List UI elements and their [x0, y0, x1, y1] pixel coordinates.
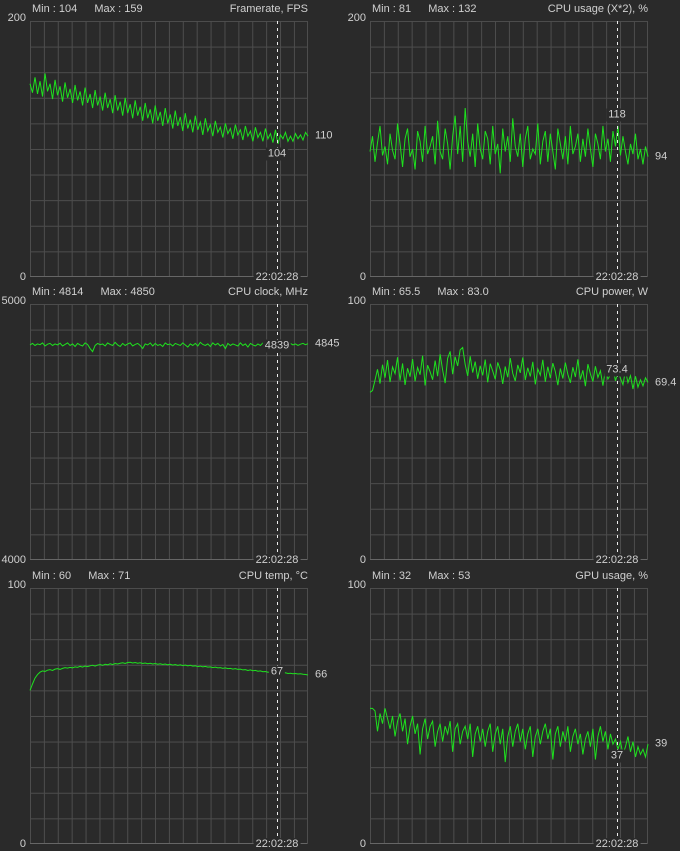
- y-axis-max-label: 5000: [1, 295, 26, 308]
- cursor-value-label: 37: [608, 749, 626, 763]
- y-axis-min-label: 0: [19, 271, 26, 283]
- plot-area: 37 39 0 22:02:28: [360, 587, 667, 851]
- cursor-value-label: 118: [606, 108, 628, 122]
- y-axis-max-label: 200: [347, 12, 366, 24]
- line-series: [369, 108, 649, 174]
- current-value-label: 69.4: [655, 376, 677, 389]
- plot-area: 4839 4845 4000 22:02:28: [2, 304, 339, 568]
- chart-header: Min : 81 Max : 132 CPU usage (X*2), %: [372, 3, 648, 16]
- chart-header: Min : 32 Max : 53 GPU usage, %: [372, 570, 648, 583]
- cursor-value-label: 67: [268, 665, 286, 679]
- min-stat: Min : 81: [372, 3, 412, 15]
- chart-title: Framerate, FPS: [229, 3, 308, 15]
- time-cursor-line: [617, 587, 618, 844]
- y-axis-max-label: 100: [347, 295, 366, 308]
- chart-gpu-usage: Min : 32 Max : 53 GPU usage, % 100 37 39…: [340, 567, 680, 851]
- min-stat: Min : 104: [32, 3, 78, 15]
- chart-header: Min : 60 Max : 71 CPU temp, °C: [32, 570, 308, 583]
- cursor-timestamp: 22:02:28: [253, 554, 301, 568]
- cursor-value-label: 104: [265, 147, 289, 161]
- current-value-label: 66: [315, 668, 328, 681]
- y-axis-max-label: 100: [7, 578, 26, 591]
- min-stat: Min : 32: [372, 569, 412, 582]
- cursor-timestamp: 22:02:28: [253, 837, 301, 851]
- chart-title: CPU temp, °C: [238, 569, 308, 582]
- current-value-label: 39: [655, 737, 668, 750]
- chart-framerate: Min : 104 Max : 159 Framerate, FPS 200 1…: [0, 0, 340, 284]
- current-value-label: 110: [315, 129, 333, 142]
- time-cursor-line: [277, 587, 278, 844]
- y-axis-min-label: 4000: [1, 554, 26, 567]
- plot-area: 104 110 0 22:02:28: [20, 21, 333, 284]
- max-stat: Max : 132: [428, 3, 477, 15]
- cursor-value-label: 4839: [262, 339, 292, 353]
- chart-cpu-clock: Min : 4814 Max : 4850 CPU clock, MHz 500…: [0, 283, 340, 568]
- y-axis-min-label: 0: [359, 837, 366, 850]
- min-stat: Min : 60: [32, 569, 72, 582]
- min-stat: Min : 4814: [32, 286, 84, 299]
- max-stat: Max : 71: [88, 569, 131, 582]
- current-value-label: 94: [655, 150, 668, 163]
- chart-title: CPU power, W: [575, 286, 648, 299]
- plot-area: 67 66 0 22:02:28: [20, 587, 327, 851]
- cursor-timestamp: 22:02:28: [593, 837, 641, 851]
- max-stat: Max : 159: [94, 3, 143, 15]
- line-series: [369, 346, 649, 394]
- time-cursor-line: [617, 21, 618, 277]
- chart-cpu-usage: Min : 81 Max : 132 CPU usage (X*2), % 20…: [340, 0, 680, 284]
- y-axis-max-label: 200: [7, 12, 26, 24]
- line-series: [29, 73, 309, 145]
- cursor-value-label: 73.4: [604, 363, 630, 377]
- y-axis-max-label: 100: [347, 578, 366, 591]
- y-axis-min-label: 0: [359, 271, 366, 283]
- max-stat: Max : 83.0: [437, 286, 489, 299]
- chart-cpu-power: Min : 65.5 Max : 83.0 CPU power, W 100 7…: [340, 283, 680, 568]
- chart-header: Min : 104 Max : 159 Framerate, FPS: [32, 3, 308, 16]
- cursor-timestamp: 22:02:28: [253, 271, 301, 284]
- min-stat: Min : 65.5: [372, 286, 421, 299]
- chart-title: CPU usage (X*2), %: [547, 3, 648, 15]
- max-stat: Max : 53: [428, 569, 471, 582]
- y-axis-min-label: 0: [19, 837, 26, 850]
- y-axis-min-label: 0: [359, 554, 366, 567]
- time-cursor-line: [277, 304, 278, 561]
- cursor-timestamp: 22:02:28: [593, 554, 641, 568]
- cursor-timestamp: 22:02:28: [593, 271, 641, 284]
- line-series: [370, 707, 649, 762]
- chart-cpu-temp: Min : 60 Max : 71 CPU temp, °C 100 67 66…: [0, 567, 340, 851]
- chart-title: GPU usage, %: [575, 569, 648, 582]
- plot-area: 118 94 0 22:02:28: [360, 21, 667, 284]
- current-value-label: 4845: [315, 337, 340, 350]
- chart-title: CPU clock, MHz: [227, 286, 308, 299]
- chart-header: Min : 65.5 Max : 83.0 CPU power, W: [372, 286, 648, 299]
- line-series: [29, 661, 309, 691]
- max-stat: Max : 4850: [100, 286, 155, 299]
- plot-area: 73.4 69.4 0 22:02:28: [360, 304, 676, 568]
- chart-header: Min : 4814 Max : 4850 CPU clock, MHz: [32, 286, 308, 299]
- line-series: [29, 341, 309, 353]
- time-cursor-line: [617, 304, 618, 561]
